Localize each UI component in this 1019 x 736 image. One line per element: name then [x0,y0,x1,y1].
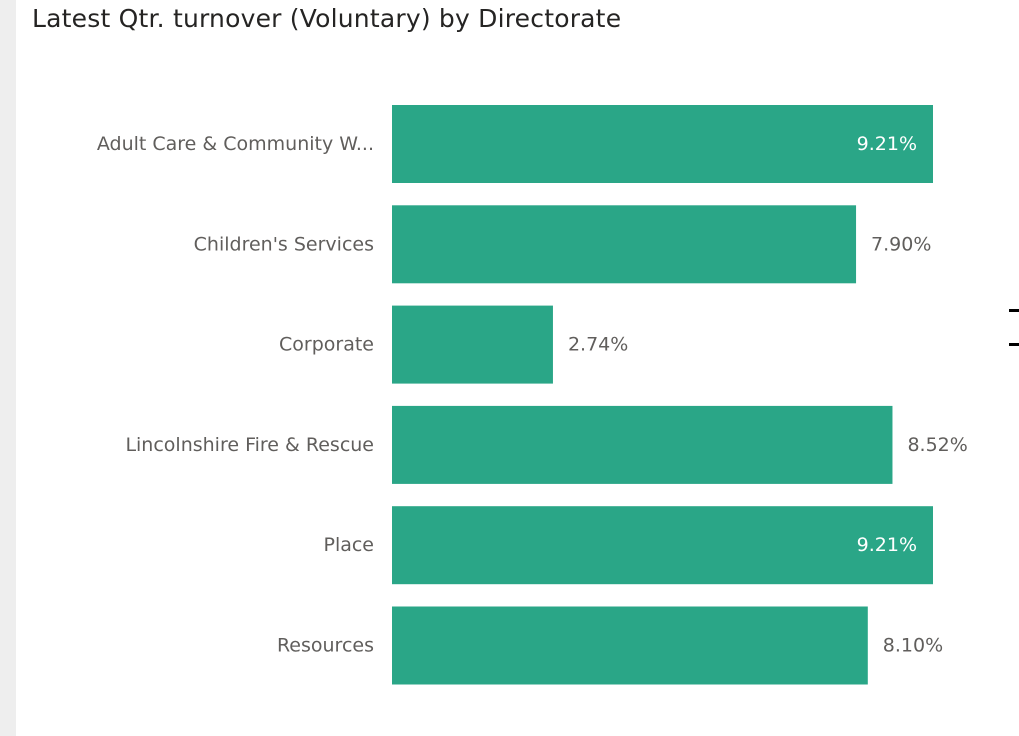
bar[interactable] [392,405,893,484]
edge-mark-top [1009,309,1019,312]
data-label: 7.90% [871,233,931,255]
data-label: 8.52% [907,434,967,456]
bar[interactable] [392,506,933,585]
category-label: Adult Care & Community W... [97,133,374,155]
edge-mark-bottom [1009,343,1019,346]
bar[interactable] [392,606,868,685]
category-label: Place [323,534,374,556]
data-label: 9.21% [857,133,917,155]
data-label: 2.74% [568,334,628,356]
data-label: 8.10% [883,635,943,657]
bar[interactable] [392,205,857,284]
category-label: Corporate [279,334,374,356]
category-label: Children's Services [194,233,374,255]
bar[interactable] [392,305,553,384]
category-label: Lincolnshire Fire & Rescue [125,434,374,456]
category-label: Resources [277,635,374,657]
bar[interactable] [392,105,933,183]
chart-title: Latest Qtr. turnover (Voluntary) by Dire… [32,4,622,33]
data-label: 9.21% [857,534,917,556]
